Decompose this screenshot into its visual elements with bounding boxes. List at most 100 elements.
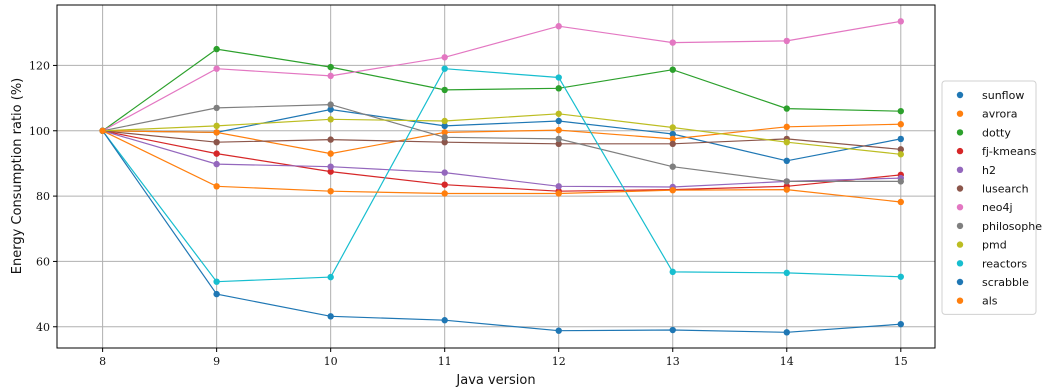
data-point (897, 320, 904, 328)
data-point (327, 106, 334, 113)
legend-item-scrabble: scrabble (956, 276, 1029, 289)
data-point (555, 190, 562, 197)
series-line (102, 68, 901, 283)
legend-label: neo4j (982, 201, 1013, 214)
data-point (783, 139, 790, 146)
legend-label: lusearch (982, 183, 1029, 196)
data-point (327, 72, 334, 80)
series-line (102, 103, 901, 182)
x-tick-label: 13 (666, 355, 680, 368)
data-point (213, 160, 220, 168)
legend-label: sunflow (982, 89, 1024, 102)
legend-item-avrora: avrora (956, 108, 1018, 121)
data-point (555, 126, 562, 134)
data-point (555, 183, 562, 190)
series-line (102, 130, 901, 192)
legend-label: fj-kmeans (982, 145, 1036, 158)
legend-box (941, 80, 1037, 315)
series-pmd (99, 110, 904, 158)
legend: sunflow avrora dotty fj-kmeans h2 lusearch neo… (941, 80, 1042, 315)
data-point (327, 168, 334, 175)
legend-marker (956, 166, 964, 173)
data-point (213, 45, 220, 53)
data-point (327, 150, 334, 157)
legend-label: philosopher (982, 220, 1042, 233)
data-point (669, 39, 676, 46)
series-philosopher (99, 101, 904, 185)
data-point (783, 37, 790, 45)
data-point (441, 129, 448, 136)
legend-marker (956, 110, 964, 117)
data-point (441, 190, 448, 197)
data-point (897, 135, 904, 143)
data-point (897, 146, 904, 153)
data-point (441, 86, 448, 94)
x-tick-label: 12 (552, 355, 566, 368)
x-axis-label: Java version (455, 373, 535, 388)
data-point (897, 18, 904, 25)
series-line (102, 48, 901, 132)
legend-marker (956, 91, 964, 99)
data-point (783, 269, 790, 277)
grid-layer (57, 5, 935, 348)
data-point (897, 198, 904, 206)
data-point (327, 188, 334, 195)
series-line (102, 20, 901, 132)
y-tick-label: 60 (36, 255, 50, 268)
series-layer (99, 18, 904, 336)
data-point (441, 134, 448, 141)
legend-marker (956, 129, 964, 136)
data-point (213, 122, 220, 130)
x-tick-label: 10 (324, 355, 338, 368)
x-tick-label: 8 (99, 355, 106, 368)
y-tick-label: 80 (36, 190, 50, 203)
x-tick-label: 14 (780, 355, 794, 368)
data-point (783, 123, 790, 131)
data-point (897, 107, 904, 115)
data-point (669, 130, 676, 138)
data-point (555, 135, 562, 143)
data-point (669, 135, 676, 143)
legend-marker (956, 185, 964, 192)
legend-label: avrora (982, 108, 1018, 121)
legend-marker (956, 241, 964, 248)
series-line (102, 130, 901, 203)
legend-marker (956, 260, 964, 267)
legend-label: pmd (982, 239, 1007, 252)
data-point (783, 157, 790, 165)
data-point (669, 326, 676, 334)
legend-item-neo4j: neo4j (956, 201, 1013, 214)
data-point (897, 121, 904, 128)
data-point (327, 63, 334, 71)
legend-item-lusearch: lusearch (956, 183, 1029, 196)
data-point (441, 169, 448, 176)
data-point (441, 117, 448, 125)
data-point (441, 54, 448, 61)
data-point (441, 139, 448, 146)
legend-label: h2 (982, 164, 996, 177)
data-point (213, 104, 220, 112)
data-point (213, 290, 220, 298)
legend-item-dotty: dotty (956, 126, 1011, 139)
data-point (897, 273, 904, 280)
data-point (213, 183, 220, 190)
data-point (783, 105, 790, 112)
legend-marker (956, 297, 964, 304)
data-point (669, 140, 676, 148)
data-point (555, 117, 562, 125)
data-point (327, 273, 334, 281)
series-scrabble (99, 127, 904, 336)
data-point (213, 65, 220, 72)
data-point (897, 178, 904, 185)
data-point (327, 163, 334, 170)
data-point (783, 178, 790, 185)
data-point (441, 122, 448, 130)
data-point (783, 329, 790, 336)
series-line (102, 130, 901, 333)
legend-label: als (982, 295, 998, 308)
series-line (102, 123, 901, 155)
data-point (441, 317, 448, 324)
legend-marker (956, 222, 964, 230)
data-point (669, 187, 676, 194)
